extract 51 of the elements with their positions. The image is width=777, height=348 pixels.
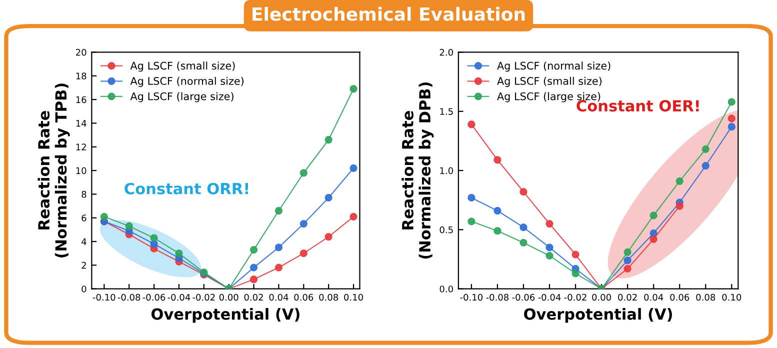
legend-label: Ag LSCF (normal size) (497, 62, 610, 72)
y-tick-label: 1.0 (440, 167, 453, 174)
y-tick-label: 1.5 (440, 108, 453, 115)
x-tick-label: -0.02 (192, 294, 215, 301)
annotation: Constant ORR! (124, 182, 248, 194)
x-tick-label: 0.06 (294, 294, 314, 301)
y-tick-label: 0.5 (440, 226, 453, 234)
x-tick-label: -0.06 (512, 294, 535, 301)
y-tick-label: 0 (82, 286, 86, 292)
y-tick-label: 4 (82, 238, 86, 245)
y-axis-title: Reaction Rate (Normalized by DPB) (402, 82, 434, 259)
x-tick-label: 0.06 (670, 294, 690, 301)
x-tick-label: -0.10 (92, 294, 116, 301)
legend-label: Ag LSCF (normal size) (130, 76, 244, 87)
x-tick-label: -0.10 (460, 294, 483, 301)
chart-title: Electrochemical Evaluation (252, 6, 525, 21)
x-tick-label: 0.10 (722, 294, 742, 301)
x-tick-label: 0.04 (269, 294, 288, 301)
x-tick-label: -0.04 (538, 294, 561, 301)
y-tick-label: 2.0 (440, 48, 453, 56)
y-tick-label: 6 (82, 214, 86, 222)
y-tick-label: 18 (76, 72, 86, 80)
x-tick-label: -0.08 (118, 294, 140, 301)
x-tick-label: 0.00 (219, 294, 238, 301)
y-tick-label: 16 (76, 96, 86, 104)
y-axis-title: Reaction Rate (Normalized by TPB) (38, 84, 70, 258)
x-tick-label: 0.08 (319, 294, 338, 301)
x-axis-title: Overpotential (V) (524, 308, 672, 323)
y-tick-label: 10 (76, 167, 86, 174)
x-axis-title: Overpotential (V) (151, 308, 300, 323)
y-tick-label: 20 (76, 48, 86, 56)
x-tick-label: 0.02 (244, 294, 263, 301)
y-tick-label: 14 (76, 120, 86, 127)
x-tick-label: 0.00 (592, 294, 611, 301)
x-tick-label: -0.08 (486, 294, 509, 301)
y-tick-label: 8 (82, 190, 86, 198)
y-tick-label: 0.0 (440, 286, 453, 292)
legend-label: Ag LSCF (large size) (130, 92, 234, 102)
legend-label: Ag LSCF (large size) (497, 92, 600, 102)
x-tick-label: -0.06 (142, 294, 166, 301)
x-tick-label: -0.04 (168, 294, 190, 301)
x-tick-label: 0.02 (618, 294, 637, 301)
x-tick-label: 0.08 (696, 294, 716, 301)
x-tick-label: 0.10 (344, 294, 363, 301)
x-tick-label: -0.02 (564, 294, 586, 301)
y-tick-label: 12 (76, 144, 86, 150)
annotation: Constant OER! (576, 100, 699, 112)
y-tick-label: 2 (82, 262, 86, 269)
legend-label: Ag LSCF (small size) (497, 76, 602, 87)
x-tick-label: 0.04 (644, 294, 664, 301)
legend-label: Ag LSCF (small size) (130, 62, 235, 72)
